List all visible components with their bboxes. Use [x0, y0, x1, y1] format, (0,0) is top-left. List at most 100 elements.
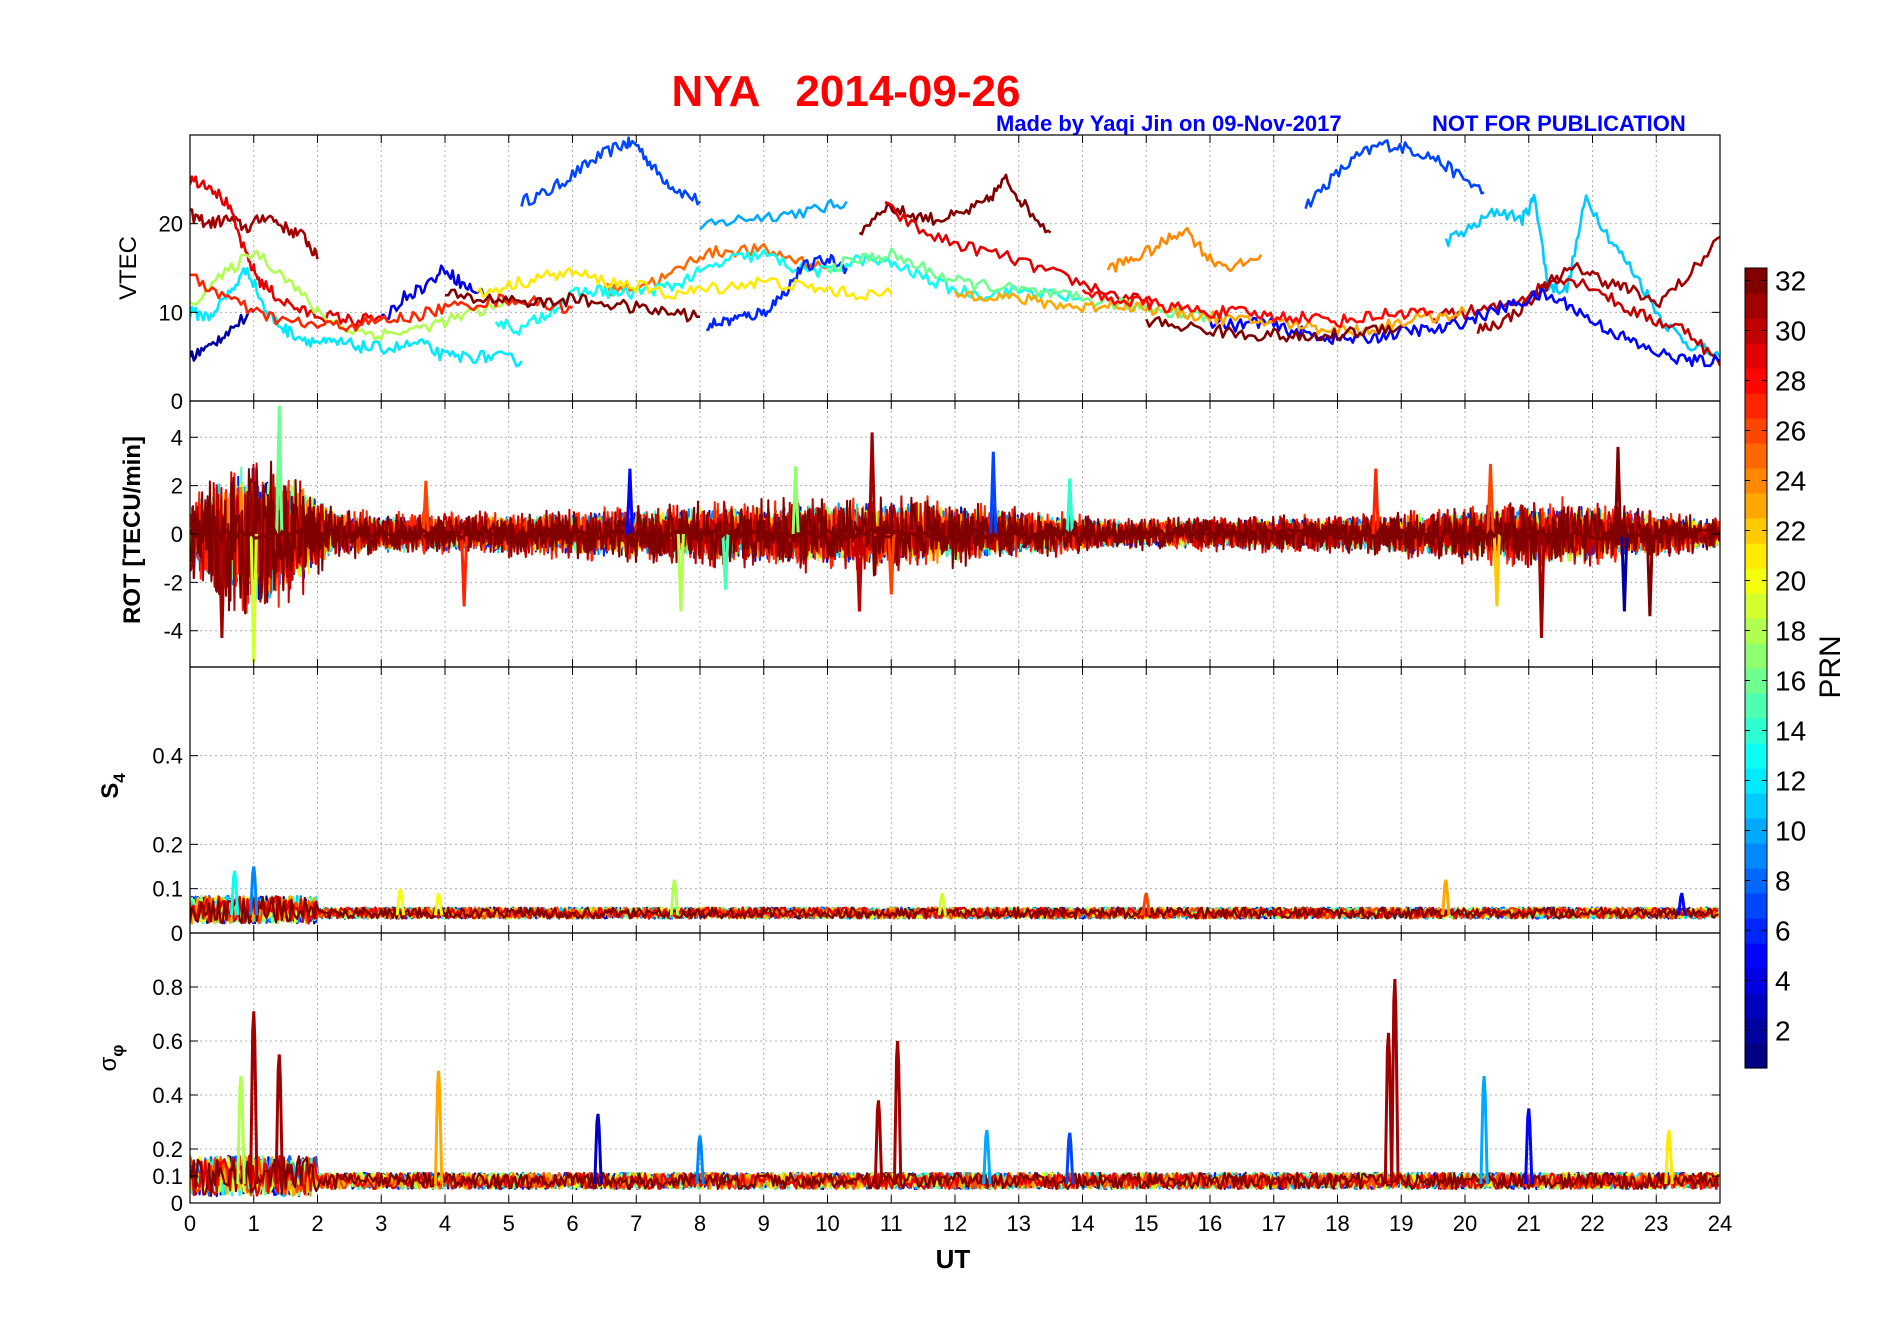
panel-rot: -4 -2 0 2 4 ROT [TECU/min]	[119, 400, 1721, 668]
sigma_phi-spike-1	[236, 1075, 246, 1185]
vtec-series-9	[1432, 278, 1720, 367]
rot-spike-12	[1371, 468, 1380, 535]
vtec-series-19	[190, 249, 510, 341]
rot-spike-4	[676, 533, 685, 612]
x-tick-label: 20	[1453, 1211, 1477, 1236]
s4-spike-8	[1441, 879, 1451, 916]
rot-y-tick-label: 0	[171, 522, 183, 547]
x-tick-label: 5	[503, 1211, 515, 1236]
colorbar-tick-label: 4	[1775, 966, 1791, 997]
colorbar-swatch-prn-4	[1745, 968, 1767, 994]
x-tick-label: 19	[1389, 1211, 1413, 1236]
rot-y-tick-label: -2	[163, 570, 183, 595]
colorbar-tick-label: 6	[1775, 916, 1791, 947]
sigma_phi-spike-15	[1664, 1129, 1674, 1185]
x-tick-label: 3	[375, 1211, 387, 1236]
rot-y-tick-label: -4	[163, 619, 183, 644]
colorbar-frame	[1744, 267, 1768, 1069]
notice-text: NOT FOR PUBLICATION	[1432, 111, 1686, 136]
vtec-series-10	[1476, 235, 1720, 335]
chart-title: NYA 2014-09-26	[672, 67, 1021, 116]
rot-spike-8	[855, 533, 864, 612]
colorbar-tick-label: 30	[1775, 316, 1806, 347]
rot-series-core	[190, 526, 1720, 542]
sigma_phi-y-tick-label: 0.4	[152, 1083, 183, 1108]
x-tick-label: 0	[184, 1211, 196, 1236]
colorbar-swatch-prn-2	[1745, 1018, 1767, 1044]
sigma_phi-spike-12	[1390, 978, 1400, 1185]
vtec-series-15	[190, 307, 255, 362]
sigma_phi-spike-13	[1479, 1075, 1489, 1185]
x-tick-label: 22	[1580, 1211, 1604, 1236]
sigma_phi-y-tick-label: 0.8	[152, 975, 183, 1000]
s4-spike-2	[249, 866, 259, 916]
colorbar-swatch-prn-9	[1745, 843, 1767, 869]
colorbar-swatch-prn-31	[1745, 293, 1767, 319]
x-tick-label: 16	[1198, 1211, 1222, 1236]
vtec-series-16	[381, 264, 485, 321]
sigma_phi-spike-10	[1065, 1132, 1075, 1185]
panel-vtec: 0 10 20 VTEC	[115, 134, 1721, 414]
x-axis-label: UT	[936, 1244, 971, 1274]
s4-y-tick-label: 0.2	[152, 832, 183, 857]
colorbar-tick-label: 20	[1775, 566, 1806, 597]
s4-y-tick-label: 0	[171, 921, 183, 946]
colorbar-swatch-prn-19	[1745, 593, 1767, 619]
x-tick-label: 15	[1134, 1211, 1158, 1236]
rot-spike-19	[275, 405, 284, 535]
s4-spike-3	[395, 888, 406, 916]
rot-spike-18	[1645, 533, 1654, 617]
colorbar-tick-label: 28	[1775, 366, 1806, 397]
vtec-series-25	[445, 288, 701, 323]
vtec-series-3	[1304, 139, 1485, 210]
sigma_phi-data	[190, 978, 1720, 1198]
vtec-series-26	[1145, 316, 1403, 343]
rot-spike-14	[1492, 533, 1501, 607]
s4-spike-4	[433, 892, 444, 916]
colorbar-swatch-prn-16	[1745, 668, 1767, 694]
s4-spike-5	[669, 879, 680, 916]
rot-data	[190, 405, 1720, 663]
colorbar-swatch-prn-25	[1745, 443, 1767, 469]
rot-spike-3	[625, 468, 634, 535]
colorbar-swatch-prn-26	[1745, 418, 1767, 444]
x-tick-label: 7	[630, 1211, 642, 1236]
colorbar-label: PRN	[1814, 635, 1847, 698]
colorbar-tick-label: 24	[1775, 466, 1806, 497]
colorbar-swatch-prn-17	[1745, 643, 1767, 669]
rot-y-tick-label: 4	[171, 425, 183, 450]
vtec-series-1	[520, 136, 701, 207]
rot-spike-17	[1620, 533, 1629, 612]
rot-spike-15	[1537, 533, 1546, 639]
colorbar-swatch-prn-1	[1745, 1043, 1767, 1069]
rot-spike-6	[791, 466, 800, 535]
colorbar-swatch-prn-32	[1745, 268, 1767, 294]
sigma_phi-spike-6	[695, 1135, 705, 1185]
sigma_phi-y-tick-label: 0	[171, 1191, 183, 1216]
vtec-y-tick-label: 0	[171, 389, 183, 414]
colorbar-swatch-prn-24	[1745, 468, 1767, 494]
sigma_phi-spike-7	[873, 1100, 884, 1185]
s4-data	[190, 866, 1720, 925]
colorbar-swatch-prn-12	[1745, 768, 1767, 794]
colorbar-swatch-prn-21	[1745, 543, 1767, 569]
colorbar-swatch-prn-27	[1745, 393, 1767, 419]
sigma_phi-y-tick-label: 0.1	[152, 1164, 183, 1189]
colorbar-swatch-prn-30	[1745, 318, 1767, 344]
rot-series-prn-32	[190, 460, 1720, 615]
rot-spike-21	[217, 533, 226, 639]
sigma_phi-spike-8	[892, 1040, 903, 1185]
colorbar-swatch-prn-18	[1745, 618, 1767, 644]
colorbar-swatch-prn-15	[1745, 693, 1767, 719]
x-tick-label: 13	[1007, 1211, 1031, 1236]
rot-spike-9	[887, 533, 896, 595]
rot-spike-11	[1065, 478, 1074, 535]
vtec-data	[190, 136, 1720, 368]
sigma_phi-spike-2	[249, 1011, 259, 1185]
y-axis-label-rot: ROT [TECU/min]	[119, 436, 146, 624]
vtec-series-17	[706, 253, 848, 332]
colorbar-tick-label: 2	[1775, 1016, 1791, 1047]
s4-spike-9	[1677, 892, 1687, 916]
